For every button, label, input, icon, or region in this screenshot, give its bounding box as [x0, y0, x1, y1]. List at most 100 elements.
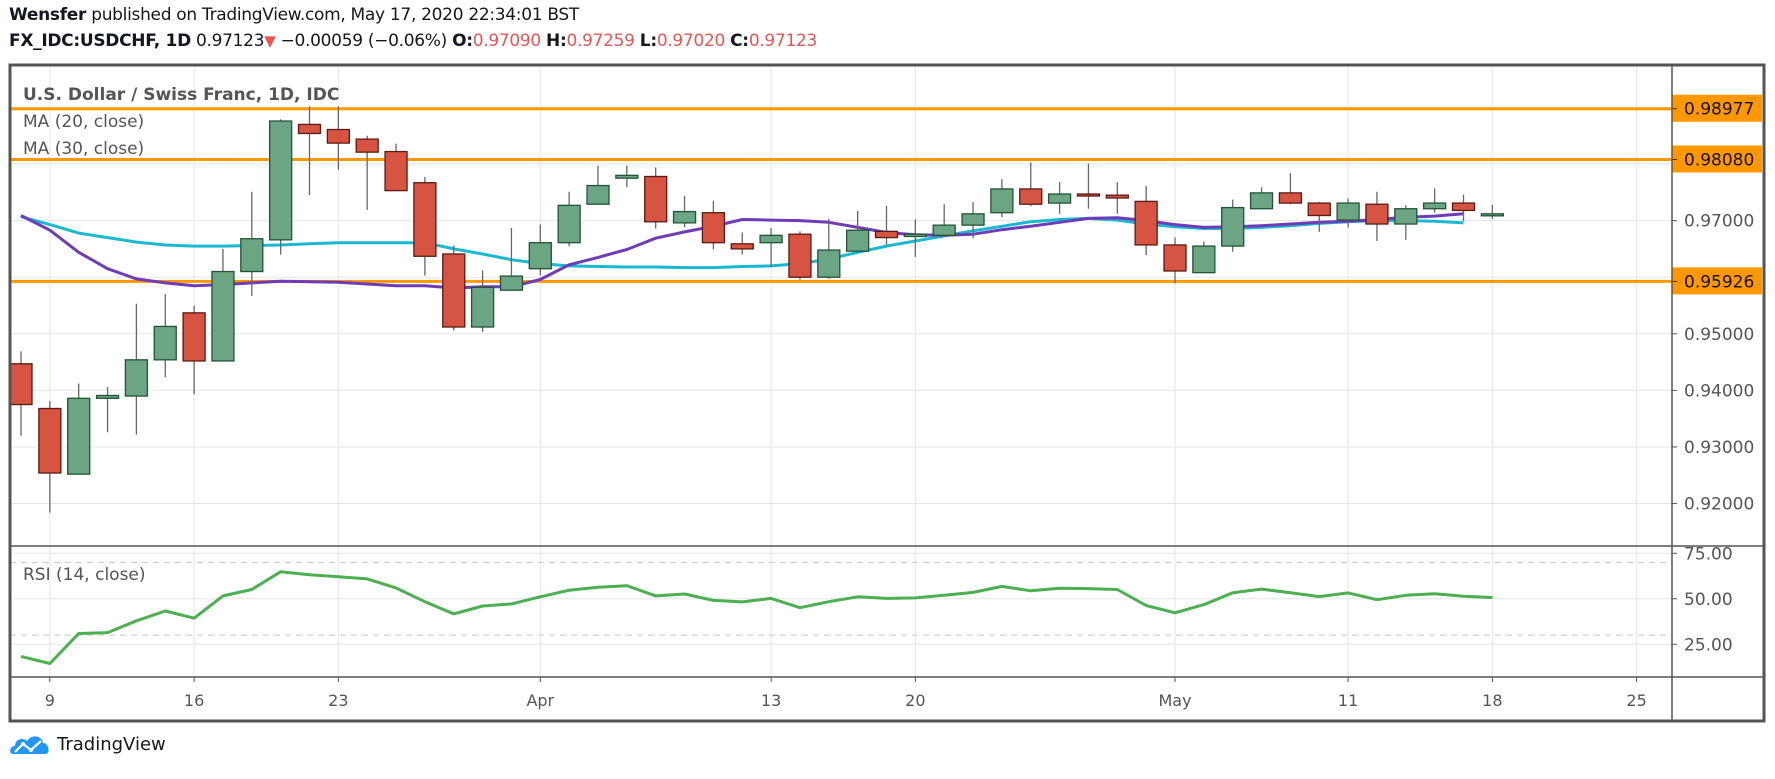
tradingview-brand: TradingView	[57, 733, 166, 755]
candle-down	[384, 143, 408, 192]
candle-body	[67, 397, 91, 475]
x-tick-label: 23	[328, 691, 348, 710]
candle-body	[1192, 245, 1216, 274]
candle-body	[817, 249, 841, 278]
price-chart[interactable]: 0.98977 0.98080 0.95926 9 16 23 Apr 13 20 May 11 1…	[0, 0, 1775, 730]
candle-body	[1394, 208, 1418, 225]
candle-body	[1019, 188, 1043, 205]
candle-body	[268, 120, 293, 241]
candle-up	[615, 165, 639, 188]
candle-down	[788, 231, 812, 280]
tradingview-logo[interactable]: TradingView	[9, 733, 166, 755]
x-tick-label: May	[1158, 691, 1191, 710]
author-name[interactable]: Wensfer	[9, 5, 87, 25]
candle-body	[1423, 202, 1447, 210]
candle-body	[644, 175, 668, 223]
candle-up	[961, 201, 985, 239]
candle-body	[1047, 193, 1072, 204]
candle-body	[124, 359, 149, 397]
y-tick-label: 0.95000	[1684, 325, 1754, 345]
candle-body	[9, 363, 33, 406]
candle-body	[153, 325, 177, 361]
candle-down	[1278, 173, 1303, 205]
candle-body	[1105, 194, 1129, 199]
last-price: 0.97123	[196, 31, 265, 51]
candle-body	[211, 270, 235, 362]
candle-up	[528, 224, 552, 276]
candle-up	[586, 165, 610, 205]
candle-body	[528, 242, 552, 270]
candle-body	[1336, 202, 1360, 221]
level-price-label: 0.98977	[1684, 100, 1754, 120]
candle-body	[1307, 202, 1331, 217]
chart-frame	[8, 63, 1766, 723]
candle-body	[788, 233, 812, 278]
x-tick-label: 9	[45, 691, 55, 710]
y-tick-label: 0.94000	[1684, 381, 1754, 401]
candle-up	[1480, 204, 1504, 219]
candle-body	[1076, 193, 1101, 197]
high-label: H:	[546, 31, 567, 51]
candle-down	[442, 245, 466, 331]
candle-down	[1307, 201, 1331, 232]
rsi-line	[20, 570, 1493, 665]
candle-body	[1221, 206, 1245, 247]
candle-down	[1134, 186, 1158, 256]
ma30-legend[interactable]: MA (30, close)	[23, 139, 144, 159]
candle-body	[846, 229, 870, 252]
candle-body	[38, 407, 62, 474]
x-tick-label: 11	[1338, 691, 1358, 710]
close-value: 0.97123	[748, 31, 818, 51]
level-price-badge	[1672, 94, 1762, 122]
candle-up	[1394, 205, 1418, 240]
x-tick-label: 20	[905, 691, 925, 710]
candle-up	[846, 210, 870, 252]
candle-up	[817, 218, 841, 279]
candle-body	[442, 253, 466, 328]
candle-body	[470, 286, 495, 328]
candle-body	[182, 312, 206, 362]
low-value: 0.97020	[656, 31, 726, 51]
symbol-name: FX_IDC:USDCHF, 1D	[9, 31, 191, 51]
candle-down	[701, 200, 726, 250]
x-tick-label: 18	[1482, 691, 1502, 710]
high-value: 0.97259	[566, 31, 635, 51]
candle-up	[499, 227, 524, 291]
x-tick-label: Apr	[526, 691, 554, 710]
candle-body	[1451, 202, 1476, 212]
rsi-legend[interactable]: RSI (14, close)	[23, 565, 146, 585]
candle-up	[268, 119, 293, 255]
candle-up	[124, 303, 149, 435]
ma20-legend[interactable]: MA (20, close)	[23, 112, 144, 132]
candle-down	[644, 167, 668, 229]
rsi-tick-label: 50.00	[1684, 590, 1733, 610]
candle-body	[1134, 200, 1158, 246]
level-price-badge	[1672, 267, 1762, 295]
outer-border	[8, 63, 1766, 723]
candle-up	[1192, 241, 1216, 274]
candle-up	[557, 191, 581, 247]
candle-down	[874, 205, 899, 245]
candle-up	[759, 227, 783, 268]
axes: 9 16 23 Apr 13 20 May 11 18 25 0.92000 0.93000 0.940…	[45, 212, 1755, 710]
candle-up	[903, 219, 927, 257]
candle-body	[95, 394, 120, 399]
symbol-info-line: FX_IDC:USDCHF, 1D 0.97123▼ −0.00059 (−0.…	[9, 31, 817, 51]
open-label: O:	[452, 31, 473, 51]
candle-up	[211, 248, 235, 362]
candle-up	[672, 195, 697, 228]
candle-body	[326, 128, 351, 144]
candle-body	[615, 174, 639, 179]
candle-up	[1047, 182, 1072, 214]
candle-body	[557, 204, 581, 244]
candle-body	[1278, 192, 1303, 204]
candle-body	[413, 182, 437, 257]
candle-up	[153, 294, 177, 378]
candle-body	[990, 188, 1014, 214]
down-triangle-icon: ▼	[264, 32, 276, 50]
candle-down	[9, 351, 33, 436]
candle-body	[874, 230, 899, 239]
x-tick-label: 25	[1626, 691, 1646, 710]
level-price-label: 0.95926	[1684, 272, 1754, 292]
level-price-badge	[1672, 145, 1762, 173]
